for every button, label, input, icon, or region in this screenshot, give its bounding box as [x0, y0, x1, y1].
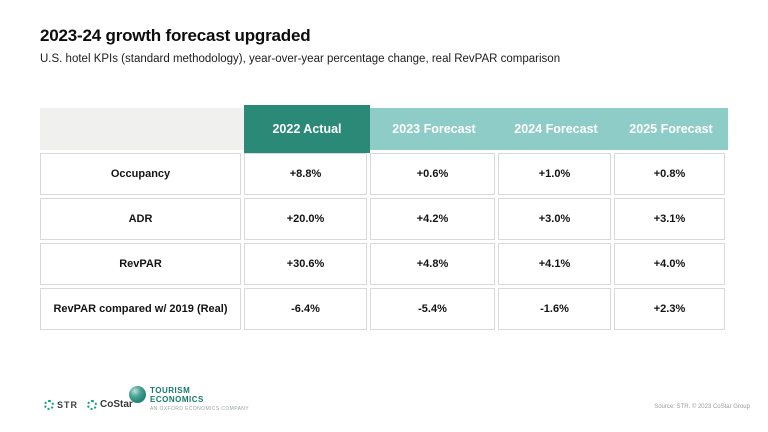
row-label-occupancy: Occupancy	[40, 153, 241, 195]
header-cell-2023-forecast: 2023 Forecast	[370, 108, 498, 150]
cell-value: -1.6%	[498, 288, 611, 330]
page-subtitle: U.S. hotel KPIs (standard methodology), …	[40, 53, 561, 65]
tourism-economics-line1: TOURISM	[150, 386, 191, 395]
cell-value: +4.2%	[370, 198, 495, 240]
str-logo-label: STR	[57, 399, 78, 410]
row-label-revpar: RevPAR	[40, 243, 241, 285]
costar-logo: CoStar	[87, 399, 133, 410]
kpi-table-header: 2022 Actual 2023 Forecast 2024 Forecast …	[40, 105, 728, 153]
cell-value: +0.8%	[614, 153, 725, 195]
cell-value: +4.1%	[498, 243, 611, 285]
header-cell-2024-forecast: 2024 Forecast	[498, 108, 614, 150]
kpi-table-body: Occupancy +8.8% +0.6% +1.0% +0.8% ADR +2…	[40, 153, 725, 330]
cell-value: +30.6%	[244, 243, 367, 285]
tourism-economics-line2: ECONOMICS	[150, 395, 204, 404]
source-note: Source: STR. © 2023 CoStar Group	[654, 404, 750, 410]
costar-logo-icon	[87, 399, 97, 410]
cell-value: +0.6%	[370, 153, 495, 195]
globe-icon	[129, 386, 146, 403]
cell-value: -6.4%	[244, 288, 367, 330]
tourism-economics-tagline: AN OXFORD ECONOMICS COMPANY	[150, 406, 250, 412]
page-title: 2023-24 growth forecast upgraded	[40, 26, 311, 45]
cell-value: +1.0%	[498, 153, 611, 195]
tourism-economics-logo: TOURISM ECONOMICS AN OXFORD ECONOMICS CO…	[129, 386, 249, 412]
costar-logo-label: CoStar	[100, 399, 133, 410]
str-logo-icon	[44, 399, 54, 410]
cell-value: +4.8%	[370, 243, 495, 285]
brand-logos: STR CoStar	[44, 399, 133, 410]
header-cell-blank	[40, 108, 244, 150]
tourism-economics-text: TOURISM ECONOMICS AN OXFORD ECONOMICS CO…	[150, 386, 249, 412]
cell-value: +3.0%	[498, 198, 611, 240]
cell-value: +20.0%	[244, 198, 367, 240]
row-label-revpar-vs-2019: RevPAR compared w/ 2019 (Real)	[40, 288, 241, 330]
cell-value: +8.8%	[244, 153, 367, 195]
cell-value: +2.3%	[614, 288, 725, 330]
str-logo: STR	[44, 399, 78, 410]
row-label-adr: ADR	[40, 198, 241, 240]
cell-value: -5.4%	[370, 288, 495, 330]
cell-value: +4.0%	[614, 243, 725, 285]
header-cell-2022-actual: 2022 Actual	[244, 105, 370, 153]
header-cell-2025-forecast: 2025 Forecast	[614, 108, 728, 150]
cell-value: +3.1%	[614, 198, 725, 240]
